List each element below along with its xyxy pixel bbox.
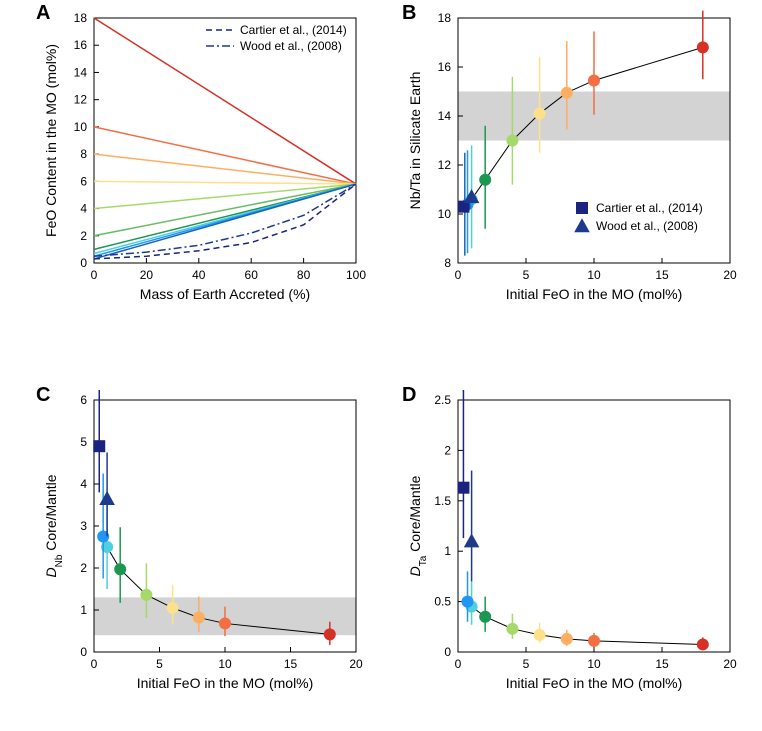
svg-text:10: 10 bbox=[438, 207, 452, 221]
panel-C: C051015200123456Initial FeO in the MO (m… bbox=[36, 390, 366, 700]
svg-text:15: 15 bbox=[284, 657, 298, 671]
svg-text:0: 0 bbox=[80, 256, 87, 270]
svg-text:0: 0 bbox=[455, 268, 462, 282]
svg-text:5: 5 bbox=[523, 657, 530, 671]
svg-text:0: 0 bbox=[444, 645, 451, 659]
svg-text:1: 1 bbox=[444, 544, 451, 558]
svg-text:Nb/Ta in Silicate Earth: Nb/Ta in Silicate Earth bbox=[407, 72, 423, 210]
panel-svg: 0 5 10 15 20 0 1 2 3 4 5 6 Initial FeO in the MO (mo… bbox=[36, 390, 366, 700]
panel-svg: 0 5 10 15 20 8 10 12 14 16 18 Initial FeO in the MO… bbox=[402, 8, 742, 308]
svg-text:10: 10 bbox=[587, 268, 601, 282]
svg-text:4: 4 bbox=[80, 202, 87, 216]
svg-text:0: 0 bbox=[91, 657, 98, 671]
svg-text:10: 10 bbox=[587, 657, 601, 671]
svg-text:100: 100 bbox=[346, 268, 366, 282]
svg-text:80: 80 bbox=[297, 268, 311, 282]
svg-text:Wood et al., (2008): Wood et al., (2008) bbox=[596, 219, 698, 233]
svg-text:5: 5 bbox=[523, 268, 530, 282]
svg-text:2.5: 2.5 bbox=[434, 393, 451, 407]
svg-text:18: 18 bbox=[438, 11, 452, 25]
panel-D: D0510152000.511.522.5Initial FeO in the … bbox=[402, 390, 742, 700]
svg-text:4: 4 bbox=[80, 477, 87, 491]
panel-svg: 0 5 10 15 20 0 0.5 1 1.5 2 2.5 Initial FeO in the M… bbox=[402, 390, 742, 700]
svg-text:2: 2 bbox=[80, 561, 87, 575]
svg-text:14: 14 bbox=[438, 109, 452, 123]
svg-text:60: 60 bbox=[245, 268, 259, 282]
svg-text:DTa Core/Mantle: DTa Core/Mantle bbox=[407, 475, 429, 576]
svg-text:20: 20 bbox=[723, 657, 737, 671]
panel-label: C bbox=[36, 384, 50, 407]
svg-text:40: 40 bbox=[192, 268, 206, 282]
svg-text:14: 14 bbox=[74, 65, 88, 79]
svg-text:0: 0 bbox=[80, 645, 87, 659]
figure-root: A020406080100024681012141618Mass of Eart… bbox=[0, 0, 762, 731]
svg-text:15: 15 bbox=[655, 268, 669, 282]
panel-label: D bbox=[402, 384, 416, 407]
svg-text:6: 6 bbox=[80, 393, 87, 407]
svg-text:8: 8 bbox=[80, 147, 87, 161]
panel-label: B bbox=[402, 2, 416, 25]
svg-text:DNb Core/Mantle: DNb Core/Mantle bbox=[43, 474, 65, 577]
svg-text:Initial FeO in the MO (mol%): Initial FeO in the MO (mol%) bbox=[506, 286, 683, 302]
svg-text:5: 5 bbox=[80, 435, 87, 449]
svg-text:3: 3 bbox=[80, 519, 87, 533]
svg-text:Initial FeO in the MO (mol%): Initial FeO in the MO (mol%) bbox=[137, 675, 314, 691]
svg-text:6: 6 bbox=[80, 174, 87, 188]
svg-text:Cartier et al., (2014): Cartier et al., (2014) bbox=[240, 23, 347, 37]
svg-text:2: 2 bbox=[444, 443, 451, 457]
svg-text:Cartier et al., (2014): Cartier et al., (2014) bbox=[596, 201, 703, 215]
svg-text:15: 15 bbox=[655, 657, 669, 671]
svg-text:0: 0 bbox=[91, 268, 98, 282]
svg-text:8: 8 bbox=[444, 256, 451, 270]
panel-B: B0510152081012141618Initial FeO in the M… bbox=[402, 8, 742, 308]
svg-text:18: 18 bbox=[74, 11, 88, 25]
svg-text:16: 16 bbox=[74, 38, 88, 52]
svg-text:12: 12 bbox=[74, 93, 88, 107]
panel-label: A bbox=[36, 2, 50, 25]
panel-svg: 0 20 40 60 80 100 0 2 4 6 8 10 12 14 16 18 Mass of Earth… bbox=[36, 8, 366, 308]
svg-text:5: 5 bbox=[156, 657, 163, 671]
svg-text:12: 12 bbox=[438, 158, 452, 172]
svg-text:Mass of Earth Accreted (%): Mass of Earth Accreted (%) bbox=[140, 286, 310, 302]
panel-A: A020406080100024681012141618Mass of Eart… bbox=[36, 8, 366, 308]
svg-text:20: 20 bbox=[723, 268, 737, 282]
svg-text:1.5: 1.5 bbox=[434, 494, 451, 508]
svg-text:10: 10 bbox=[74, 120, 88, 134]
svg-text:20: 20 bbox=[140, 268, 154, 282]
svg-text:2: 2 bbox=[80, 229, 87, 243]
svg-text:20: 20 bbox=[349, 657, 363, 671]
svg-text:0.5: 0.5 bbox=[434, 595, 451, 609]
svg-text:Initial FeO in the MO (mol%): Initial FeO in the MO (mol%) bbox=[506, 675, 683, 691]
svg-text:16: 16 bbox=[438, 60, 452, 74]
svg-text:1: 1 bbox=[80, 603, 87, 617]
svg-text:0: 0 bbox=[455, 657, 462, 671]
svg-text:Wood et al., (2008): Wood et al., (2008) bbox=[240, 39, 342, 53]
svg-text:10: 10 bbox=[218, 657, 232, 671]
svg-text:FeO Content in the MO (mol%): FeO Content in the MO (mol%) bbox=[43, 44, 59, 237]
